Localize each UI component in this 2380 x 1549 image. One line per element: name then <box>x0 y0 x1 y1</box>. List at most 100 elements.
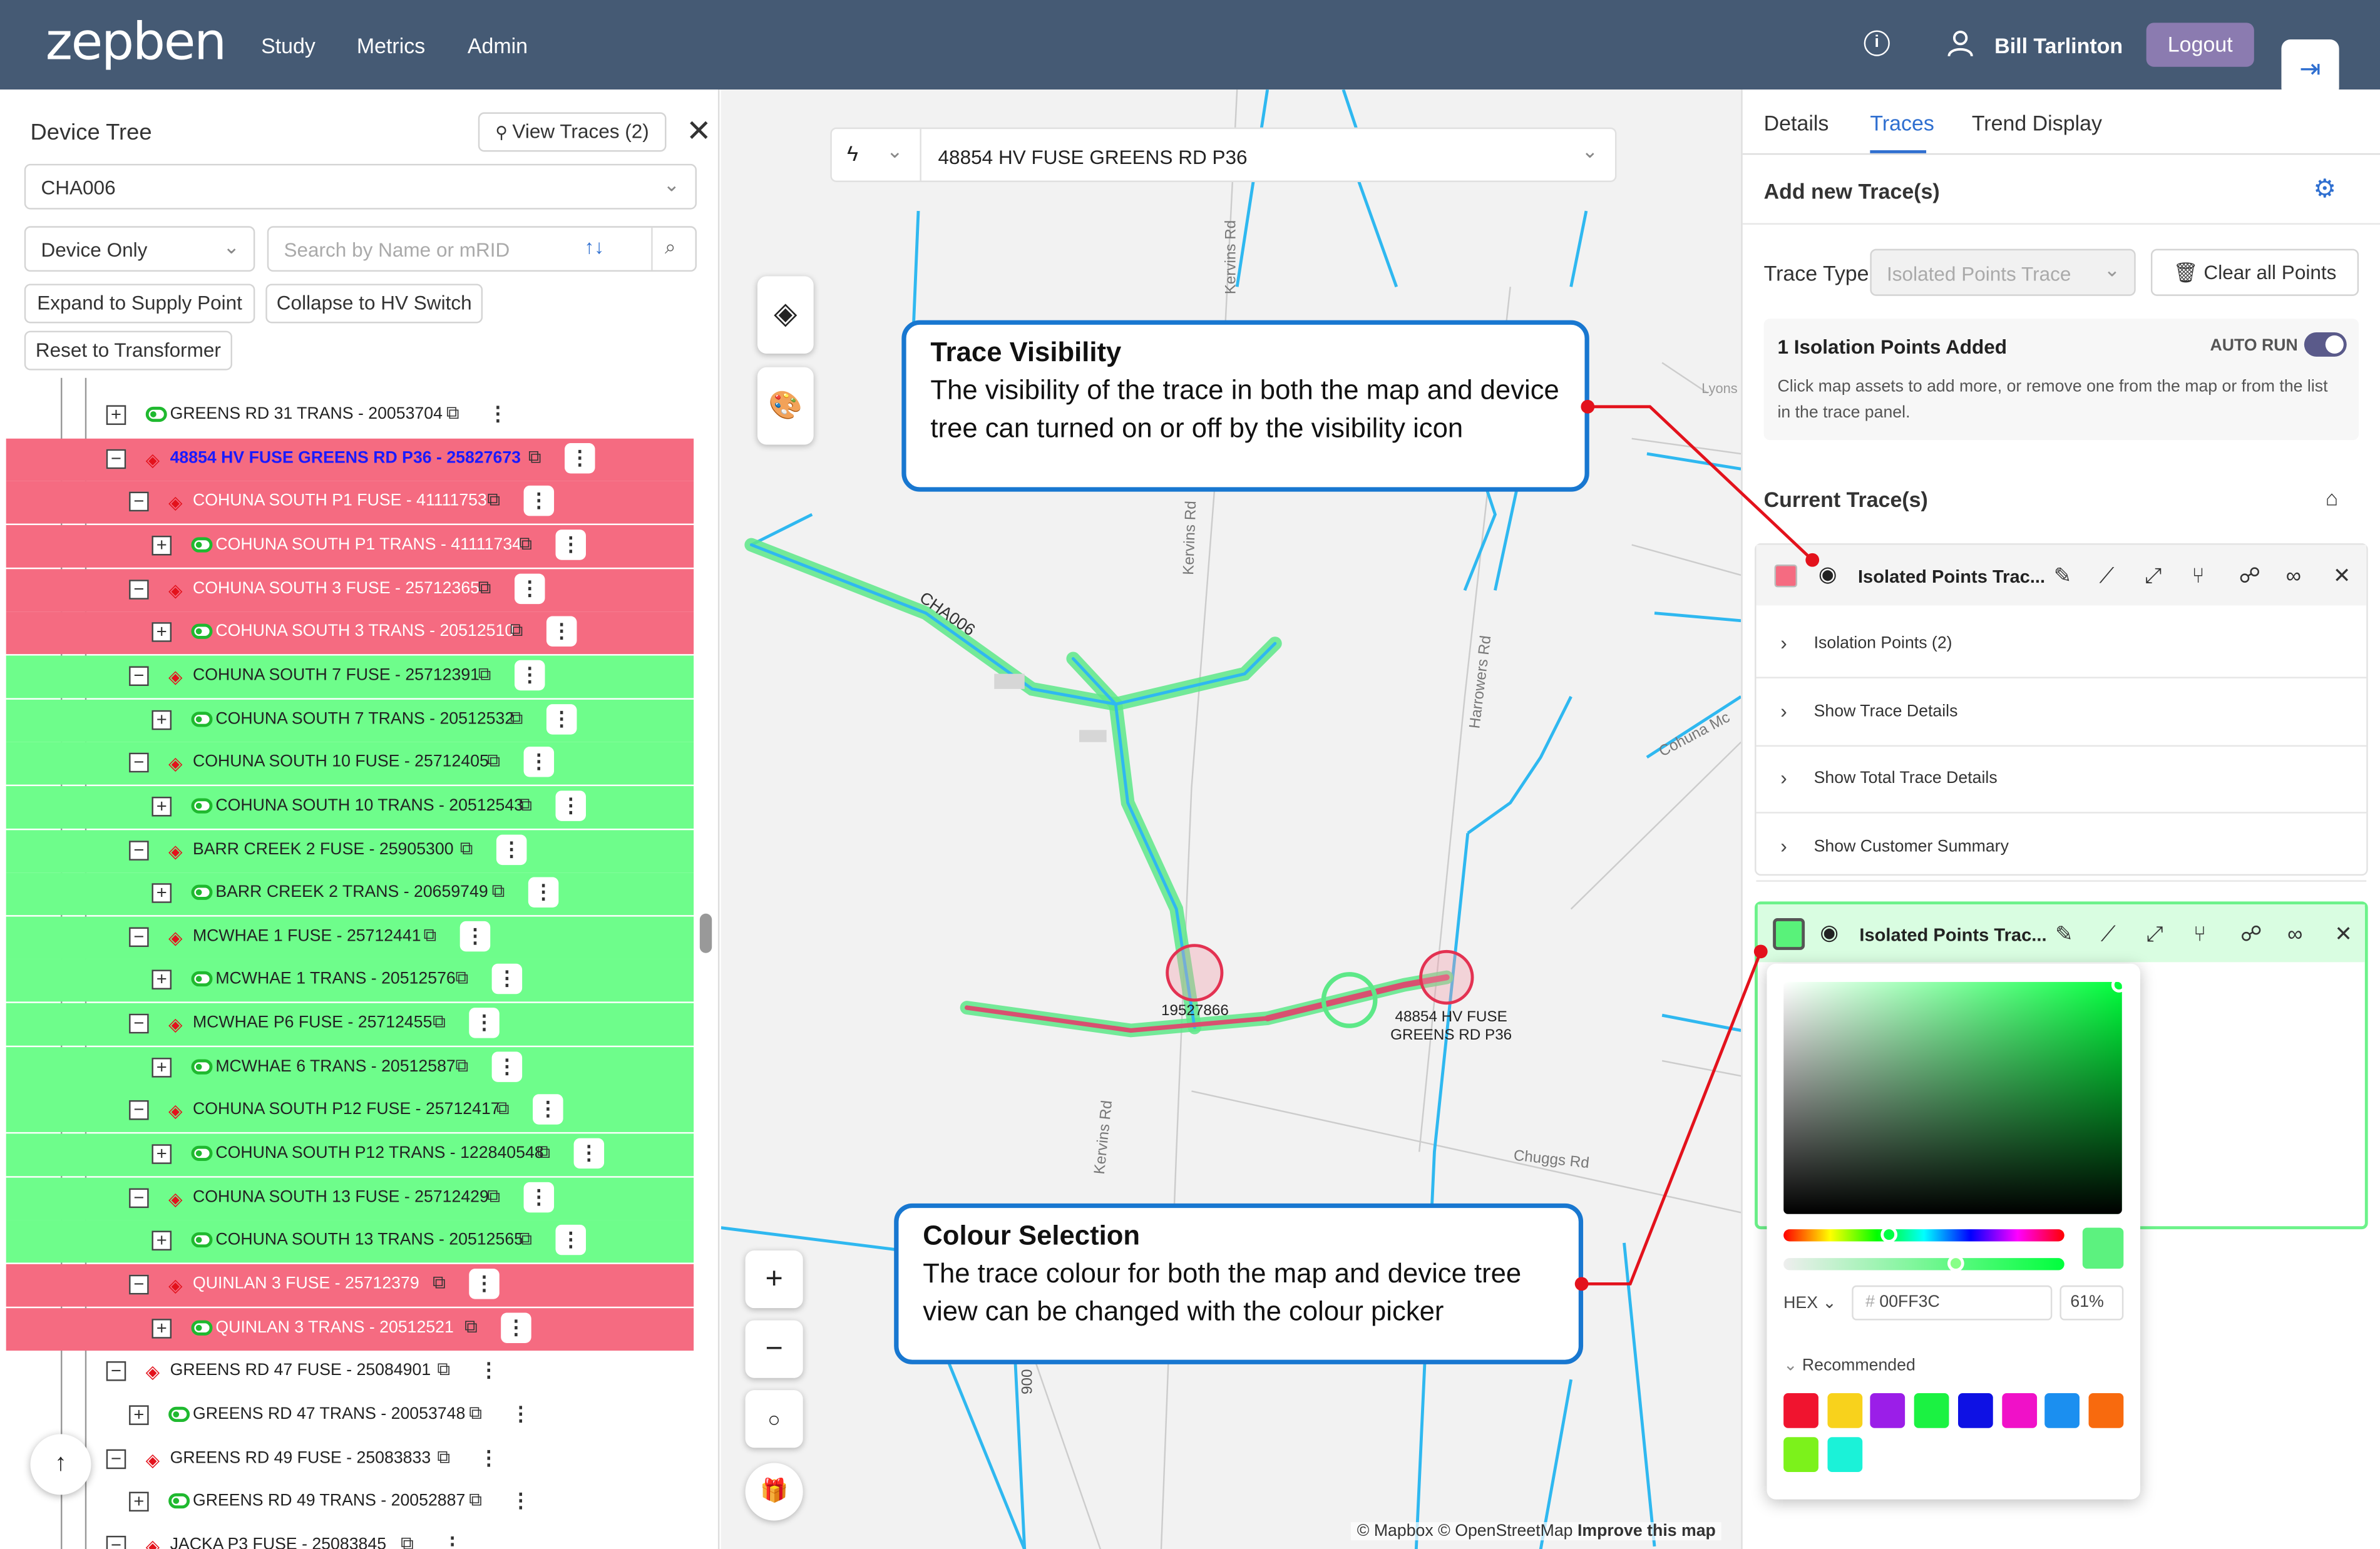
more-options-icon[interactable]: ⋮ <box>555 529 586 560</box>
scroll-top-icon[interactable]: ↑ <box>30 1434 91 1495</box>
open-external-icon[interactable]: ⧉ <box>496 1098 510 1120</box>
trace-section-row[interactable]: › Show Total Trace Details <box>1756 753 2367 814</box>
open-external-icon[interactable]: ⧉ <box>478 663 491 685</box>
more-options-icon[interactable]: ⋮ <box>459 921 491 951</box>
more-options-icon[interactable]: ⋮ <box>528 877 559 908</box>
eye-icon[interactable]: ◉ <box>1818 561 1837 586</box>
tree-row[interactable]: + GREENS RD 31 TRANS - 20053704 ⧉ ⋮ <box>6 394 694 437</box>
expand-icon[interactable]: + <box>129 1405 149 1425</box>
open-external-icon[interactable]: ⧉ <box>519 532 533 554</box>
tree-row-label[interactable]: BARR CREEK 2 FUSE - 25905300 <box>192 840 454 859</box>
tab-details[interactable]: Details <box>1763 111 1829 135</box>
color-swatch[interactable] <box>2088 1393 2124 1428</box>
more-options-icon[interactable]: ⋮ <box>469 1008 500 1038</box>
tree-row[interactable]: − ◈ COHUNA SOUTH 13 FUSE - 25712429 ⧉ ⋮ <box>6 1177 694 1220</box>
collapse-icon[interactable]: − <box>129 1275 149 1295</box>
tree-row[interactable]: − ◈ COHUNA SOUTH 7 FUSE - 25712391 ⧉ ⋮ <box>6 655 694 698</box>
tree-row[interactable]: − ◈ MCWHAE 1 FUSE - 25712441 ⧉ ⋮ <box>6 916 694 959</box>
collapse-icon[interactable]: − <box>129 840 149 860</box>
open-external-icon[interactable]: ⧉ <box>469 1489 483 1511</box>
tree-row[interactable]: + COHUNA SOUTH P12 TRANS - 122840548 ⧉ ⋮ <box>6 1133 694 1177</box>
expand-to-supply-button[interactable]: Expand to Supply Point <box>24 284 255 324</box>
open-external-icon[interactable]: ⧉ <box>464 1315 478 1337</box>
more-options-icon[interactable]: ⋮ <box>505 1486 536 1516</box>
zoom-out-button[interactable]: − <box>745 1320 803 1378</box>
expand-icon[interactable]: + <box>151 1057 172 1078</box>
tree-row[interactable]: − ◈ COHUNA SOUTH 3 FUSE - 25712365 ⧉ ⋮ <box>6 568 694 611</box>
tree-row[interactable]: + MCWHAE 6 TRANS - 20512587 ⧉ ⋮ <box>6 1046 694 1090</box>
more-options-icon[interactable]: ⋮ <box>555 790 586 821</box>
nav-study[interactable]: Study <box>261 33 315 58</box>
trace-section-row[interactable]: › Isolation Points (2) <box>1756 618 2367 678</box>
color-swatch[interactable] <box>1827 1393 1862 1428</box>
open-external-icon[interactable]: ⧉ <box>528 446 541 467</box>
map-attribution[interactable]: © Mapbox © OpenStreetMap Improve this ma… <box>1351 1522 1722 1541</box>
more-options-icon[interactable]: ⋮ <box>546 616 577 647</box>
tree-row-label[interactable]: BARR CREEK 2 TRANS - 20659749 <box>215 883 488 902</box>
more-options-icon[interactable]: ⋮ <box>473 1356 505 1386</box>
color-swatch[interactable] <box>1870 1393 1906 1428</box>
color-swatch[interactable] <box>1827 1437 1862 1473</box>
expand-icon[interactable]: + <box>151 797 172 817</box>
tree-row-label[interactable]: MCWHAE 6 TRANS - 20512587 <box>215 1057 456 1076</box>
collapse-icon[interactable]: − <box>129 927 149 947</box>
open-external-icon[interactable]: ⧉ <box>455 1054 469 1076</box>
close-icon[interactable]: ✕ <box>686 115 712 149</box>
collapse-icon[interactable]: − <box>106 1361 126 1382</box>
trace-color-swatch[interactable] <box>1773 918 1805 950</box>
hue-slider[interactable] <box>1783 1226 2065 1243</box>
lightning-icon[interactable]: ϟ <box>847 141 859 166</box>
open-external-icon[interactable]: ⧉ <box>510 619 523 641</box>
tree-row[interactable]: + COHUNA SOUTH 7 TRANS - 20512532 ⧉ ⋮ <box>6 698 694 742</box>
open-external-icon[interactable]: ⧉ <box>433 1011 446 1033</box>
zoom-to-icon[interactable]: ⤢ <box>2145 563 2162 588</box>
open-external-icon[interactable]: ⧉ <box>459 837 473 859</box>
open-external-icon[interactable]: ⧉ <box>487 489 501 511</box>
color-swatch[interactable] <box>2044 1393 2080 1428</box>
collapse-icon[interactable]: − <box>129 492 149 512</box>
tree-row[interactable]: + COHUNA SOUTH P1 TRANS - 41111734 ⧉ ⋮ <box>6 524 694 568</box>
open-external-icon[interactable]: ⧉ <box>437 1358 451 1380</box>
filter-select[interactable]: Device Only ⌄ <box>24 226 255 272</box>
tree-row[interactable]: + GREENS RD 49 TRANS - 20052887 ⧉ ⋮ <box>6 1481 694 1524</box>
zoom-in-button[interactable]: + <box>745 1250 803 1309</box>
expand-icon[interactable]: + <box>151 1231 172 1251</box>
more-options-icon[interactable]: ⋮ <box>496 834 527 864</box>
more-options-icon[interactable]: ⋮ <box>437 1529 468 1549</box>
tree-row-label[interactable]: MCWHAE 1 TRANS - 20512576 <box>215 970 456 989</box>
reset-to-transformer-button[interactable]: Reset to Transformer <box>24 330 232 371</box>
more-options-icon[interactable]: ⋮ <box>533 1095 563 1125</box>
expand-icon[interactable]: + <box>151 710 172 730</box>
tree-row[interactable]: − ◈ QUINLAN 3 FUSE - 25712379 ⧉ ⋮ <box>6 1264 694 1307</box>
collapse-icon[interactable]: − <box>106 1535 126 1549</box>
link-icon[interactable]: ∞ <box>2285 563 2301 588</box>
customers-icon[interactable]: ☍ <box>2240 921 2262 946</box>
alpha-input[interactable]: 61% <box>2059 1285 2124 1321</box>
compass-icon[interactable]: ○ <box>745 1390 803 1448</box>
collapse-icon[interactable]: − <box>106 1448 126 1469</box>
expand-icon[interactable]: + <box>151 971 172 991</box>
tab-traces[interactable]: Traces <box>1870 111 1934 135</box>
tree-row-label[interactable]: GREENS RD 47 FUSE - 25084901 <box>170 1361 431 1380</box>
open-external-icon[interactable]: ⧉ <box>401 1532 414 1549</box>
nav-metrics[interactable]: Metrics <box>356 33 426 58</box>
gift-icon[interactable]: 🎁 <box>745 1463 803 1521</box>
tree-row[interactable]: − ◈ GREENS RD 49 FUSE - 25083833 ⧉ ⋮ <box>6 1438 694 1481</box>
map-search-bar[interactable]: ϟ ⌄ 48854 HV FUSE GREENS RD P36 ⌄ <box>830 127 1617 182</box>
tree-row[interactable]: − ◈ JACKA P3 FUSE - 25083845 ⧉ ⋮ <box>6 1525 694 1549</box>
tree-row-label[interactable]: COHUNA SOUTH P1 FUSE - 41111753 <box>192 492 487 511</box>
more-options-icon[interactable]: ⋮ <box>515 573 545 604</box>
tree-row[interactable]: + QUINLAN 3 TRANS - 20512521 ⧉ ⋮ <box>6 1307 694 1351</box>
trace-section-row[interactable]: › Show Customer Summary <box>1756 821 2367 881</box>
tree-row-label[interactable]: GREENS RD 49 TRANS - 20052887 <box>192 1492 466 1511</box>
search-icon[interactable]: ⌕ <box>665 235 676 258</box>
tree-row-label[interactable]: QUINLAN 3 TRANS - 20512521 <box>215 1318 454 1337</box>
more-options-icon[interactable]: ⋮ <box>523 486 555 517</box>
tree-row[interactable]: + GREENS RD 47 TRANS - 20053748 ⧉ ⋮ <box>6 1394 694 1437</box>
expand-icon[interactable]: + <box>151 623 172 643</box>
more-options-icon[interactable]: ⋮ <box>491 1051 523 1082</box>
tree-row-label[interactable]: JACKA P3 FUSE - 25083845 <box>170 1535 387 1549</box>
tree-row-label[interactable]: GREENS RD 31 TRANS - 20053704 <box>170 405 443 424</box>
tree-row-label[interactable]: COHUNA SOUTH 10 FUSE - 25712405 <box>192 753 489 772</box>
more-options-icon[interactable]: ⋮ <box>501 1312 531 1343</box>
